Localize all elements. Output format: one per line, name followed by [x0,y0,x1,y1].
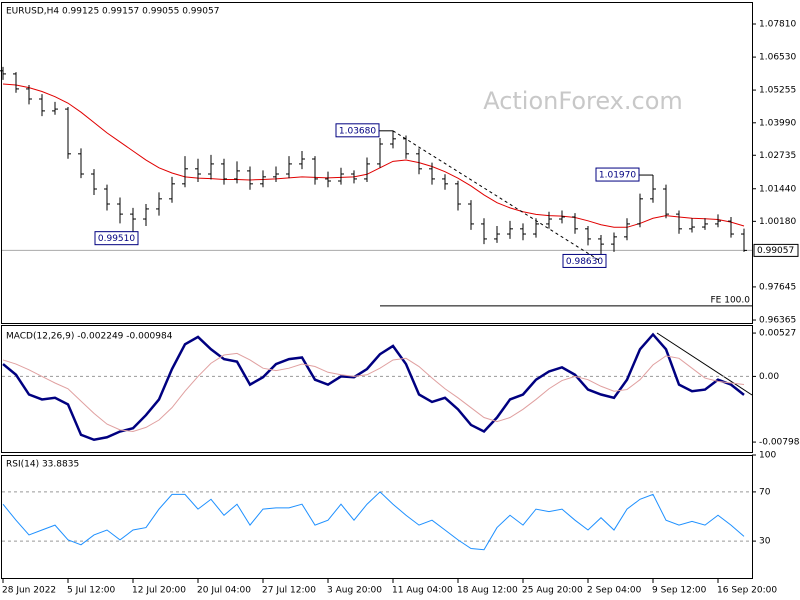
x-tick-label: 9 Sep 12:00 [652,586,707,596]
y-tick-label: 1.02735 [759,151,796,161]
macd-panel [1,325,753,453]
series-line [2,352,745,433]
y-tick-label: 1.06530 [759,53,796,63]
x-tick-label: 16 Sep 20:00 [717,586,777,596]
rsi-panel [1,455,753,579]
y-tick-label: 0.96365 [759,316,796,326]
y-tick-label: 1.01440 [759,184,796,194]
macd-title: MACD(12,26,9) -0.002249 -0.000984 [6,332,173,342]
rsi-title: RSI(14) 33.8835 [6,460,79,470]
y-tick-label: 0.97645 [759,282,796,292]
annotation-box [562,253,607,268]
x-tick-label: 11 Aug 04:00 [392,586,453,596]
annotation-box [94,231,139,246]
annotation-label: 1.03680 [339,126,376,136]
y-tick-label: -0.007984 [759,438,800,448]
annotation-box [335,123,380,138]
x-tick-label: 5 Jul 12:00 [67,586,116,596]
y-tick-label: 100 [759,451,776,461]
macd-trendline [656,332,753,396]
annotation-label: 0.99510 [98,234,135,244]
annotation-label: 1.01970 [599,171,636,181]
y-tick-label: 1.00180 [759,217,796,227]
x-tick-label: 27 Jul 12:00 [262,586,316,596]
price-title: EURUSD,H4 0.99125 0.99157 0.99055 0.9905… [6,7,219,17]
y-tick-label: 1.05255 [759,86,796,96]
x-tick-label: 18 Aug 12:00 [457,586,518,596]
y-tick-label: 0.00 [759,372,779,382]
annotation-label: 0.98630 [566,257,603,267]
moving-average [2,83,745,228]
y-tick-label: 1.03990 [759,118,796,128]
y-tick-label: 1.07810 [759,19,796,29]
last-price-label: 0.99057 [757,246,794,256]
fe-label: FE 100.0 [711,295,751,305]
x-tick-label: 20 Jul 04:00 [197,586,251,596]
y-tick-label: 30 [759,537,771,547]
x-tick-label: 3 Aug 20:00 [327,586,382,596]
y-tick-label: 70 [759,487,771,497]
watermark: ActionForex.com [483,87,683,115]
annotation-box [595,167,640,182]
x-tick-label: 2 Sep 04:00 [587,586,642,596]
last-price-box [753,243,799,257]
x-tick-label: 12 Jul 20:00 [132,586,186,596]
series-line [2,491,745,551]
series-line [2,332,745,442]
x-tick-label: 25 Aug 20:00 [522,586,583,596]
x-tick-label: 28 Jun 2022 [2,586,56,596]
trend-dash [392,130,602,262]
y-tick-label: 0.00527 [759,329,796,339]
price-panel [1,2,753,324]
